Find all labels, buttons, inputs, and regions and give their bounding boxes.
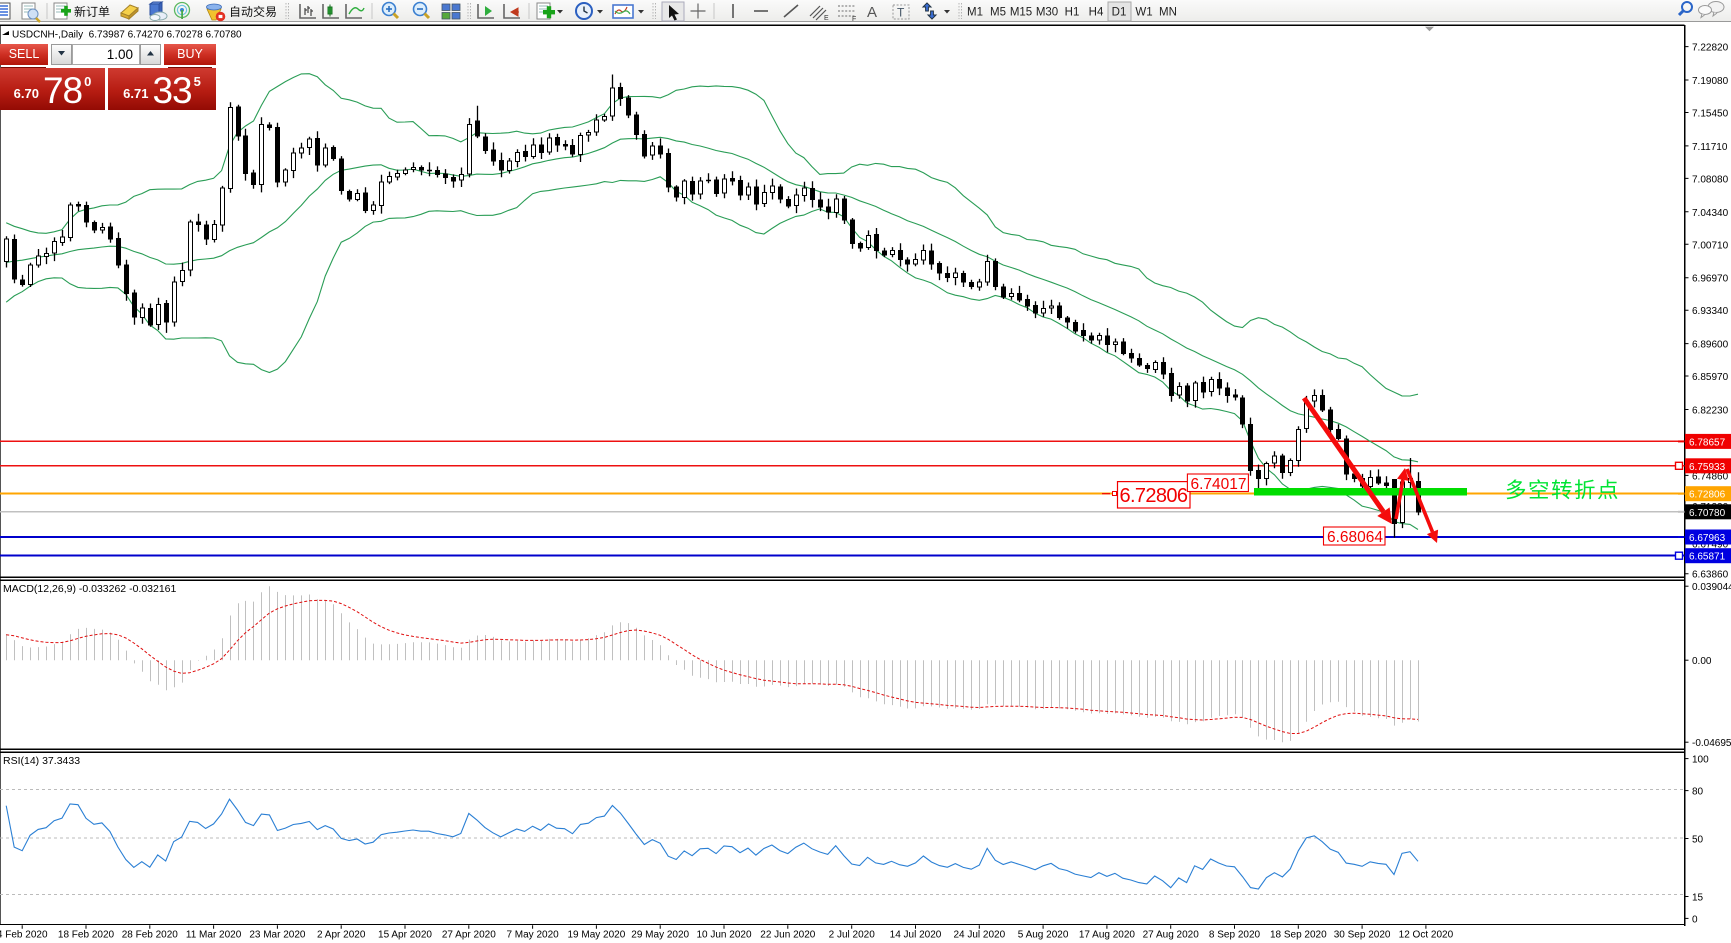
svg-text:6.75933: 6.75933 <box>1689 462 1726 473</box>
svg-text:0.039044: 0.039044 <box>1692 582 1731 593</box>
svg-text:T: T <box>897 6 905 20</box>
svg-text:18 Sep 2020: 18 Sep 2020 <box>1270 930 1327 941</box>
svg-text:MN: MN <box>1159 7 1177 19</box>
svg-text:6.68064: 6.68064 <box>1327 529 1383 546</box>
svg-text:6.72806: 6.72806 <box>1120 485 1189 507</box>
svg-text:27 Apr 2020: 27 Apr 2020 <box>442 930 496 941</box>
svg-text:6.70780: 6.70780 <box>1689 508 1726 519</box>
svg-text:23 Mar 2020: 23 Mar 2020 <box>249 930 306 941</box>
svg-text:7.00710: 7.00710 <box>1692 240 1729 251</box>
svg-text:19 May 2020: 19 May 2020 <box>567 930 625 941</box>
svg-text:7.15450: 7.15450 <box>1692 109 1729 120</box>
svg-text:2 Apr 2020: 2 Apr 2020 <box>317 930 366 941</box>
svg-text:50: 50 <box>1692 835 1704 846</box>
svg-text:6.82230: 6.82230 <box>1692 406 1729 417</box>
svg-text:W1: W1 <box>1135 7 1152 19</box>
svg-text:E: E <box>824 15 829 22</box>
svg-text:6.63860: 6.63860 <box>1692 570 1729 581</box>
svg-text:7 May 2020: 7 May 2020 <box>506 930 559 941</box>
svg-text:RSI(14) 37.3433: RSI(14) 37.3433 <box>3 755 80 767</box>
svg-text:F: F <box>852 16 856 23</box>
svg-text:6.67490: 6.67490 <box>1692 539 1729 550</box>
svg-text:6.78657: 6.78657 <box>1689 437 1726 448</box>
svg-text:6.74017: 6.74017 <box>1191 476 1247 493</box>
svg-text:6.65871: 6.65871 <box>1689 552 1726 563</box>
svg-text:22 Jun 2020: 22 Jun 2020 <box>760 930 815 941</box>
svg-text:18 Feb 2020: 18 Feb 2020 <box>58 930 115 941</box>
svg-text:0.00: 0.00 <box>1692 656 1712 667</box>
svg-text:28 Feb 2020: 28 Feb 2020 <box>122 930 179 941</box>
svg-text:27 Aug 2020: 27 Aug 2020 <box>1143 930 1200 941</box>
svg-text:D1: D1 <box>1112 7 1127 19</box>
svg-text:7.04340: 7.04340 <box>1692 208 1729 219</box>
svg-text:7.11710: 7.11710 <box>1692 142 1728 153</box>
svg-text:A: A <box>867 4 877 21</box>
svg-text:M15: M15 <box>1010 7 1032 19</box>
svg-text:6.93340: 6.93340 <box>1692 306 1729 317</box>
svg-text:30 Sep 2020: 30 Sep 2020 <box>1334 930 1391 941</box>
svg-text:8 Sep 2020: 8 Sep 2020 <box>1209 930 1261 941</box>
svg-text:10 Jun 2020: 10 Jun 2020 <box>696 930 751 941</box>
svg-text:6.74860: 6.74860 <box>1692 471 1729 482</box>
svg-text:USDCNH-,Daily 6.73987 6.74270: USDCNH-,Daily 6.73987 6.74270 6.70278 6.… <box>12 30 242 41</box>
svg-text:11 Mar 2020: 11 Mar 2020 <box>186 930 242 941</box>
svg-text:7.22820: 7.22820 <box>1692 43 1729 54</box>
svg-text:5 Aug 2020: 5 Aug 2020 <box>1018 930 1069 941</box>
svg-text:6.67963: 6.67963 <box>1689 533 1726 544</box>
svg-text:H4: H4 <box>1089 7 1104 19</box>
svg-text:7.19080: 7.19080 <box>1692 76 1729 87</box>
svg-text:80: 80 <box>1692 787 1704 798</box>
svg-text:M30: M30 <box>1036 7 1058 19</box>
svg-text:6.89600: 6.89600 <box>1692 340 1729 351</box>
svg-text:100: 100 <box>1692 755 1709 766</box>
svg-text:0: 0 <box>1692 914 1698 925</box>
svg-text:6.72806: 6.72806 <box>1689 490 1726 501</box>
svg-text:MACD(12,26,9) -0.033262 -0.032: MACD(12,26,9) -0.033262 -0.032161 <box>3 583 177 595</box>
svg-text:15: 15 <box>1692 893 1704 904</box>
svg-text:4 Feb 2020: 4 Feb 2020 <box>0 930 48 941</box>
svg-text:M1: M1 <box>967 7 983 19</box>
svg-text:6.85970: 6.85970 <box>1692 372 1729 383</box>
svg-text:M5: M5 <box>990 7 1006 19</box>
svg-text:6.96970: 6.96970 <box>1692 274 1729 285</box>
svg-text:7.08080: 7.08080 <box>1692 174 1729 185</box>
svg-text:17 Aug 2020: 17 Aug 2020 <box>1079 930 1136 941</box>
svg-text:-0.046959: -0.046959 <box>1692 738 1731 749</box>
svg-text:12 Oct 2020: 12 Oct 2020 <box>1399 930 1454 941</box>
svg-text:29 May 2020: 29 May 2020 <box>631 930 689 941</box>
svg-text:H1: H1 <box>1065 7 1080 19</box>
svg-text:15 Apr 2020: 15 Apr 2020 <box>378 930 432 941</box>
svg-text:2 Jul 2020: 2 Jul 2020 <box>829 930 876 941</box>
svg-text:14 Jul 2020: 14 Jul 2020 <box>890 930 942 941</box>
svg-text:24 Jul 2020: 24 Jul 2020 <box>953 930 1005 941</box>
